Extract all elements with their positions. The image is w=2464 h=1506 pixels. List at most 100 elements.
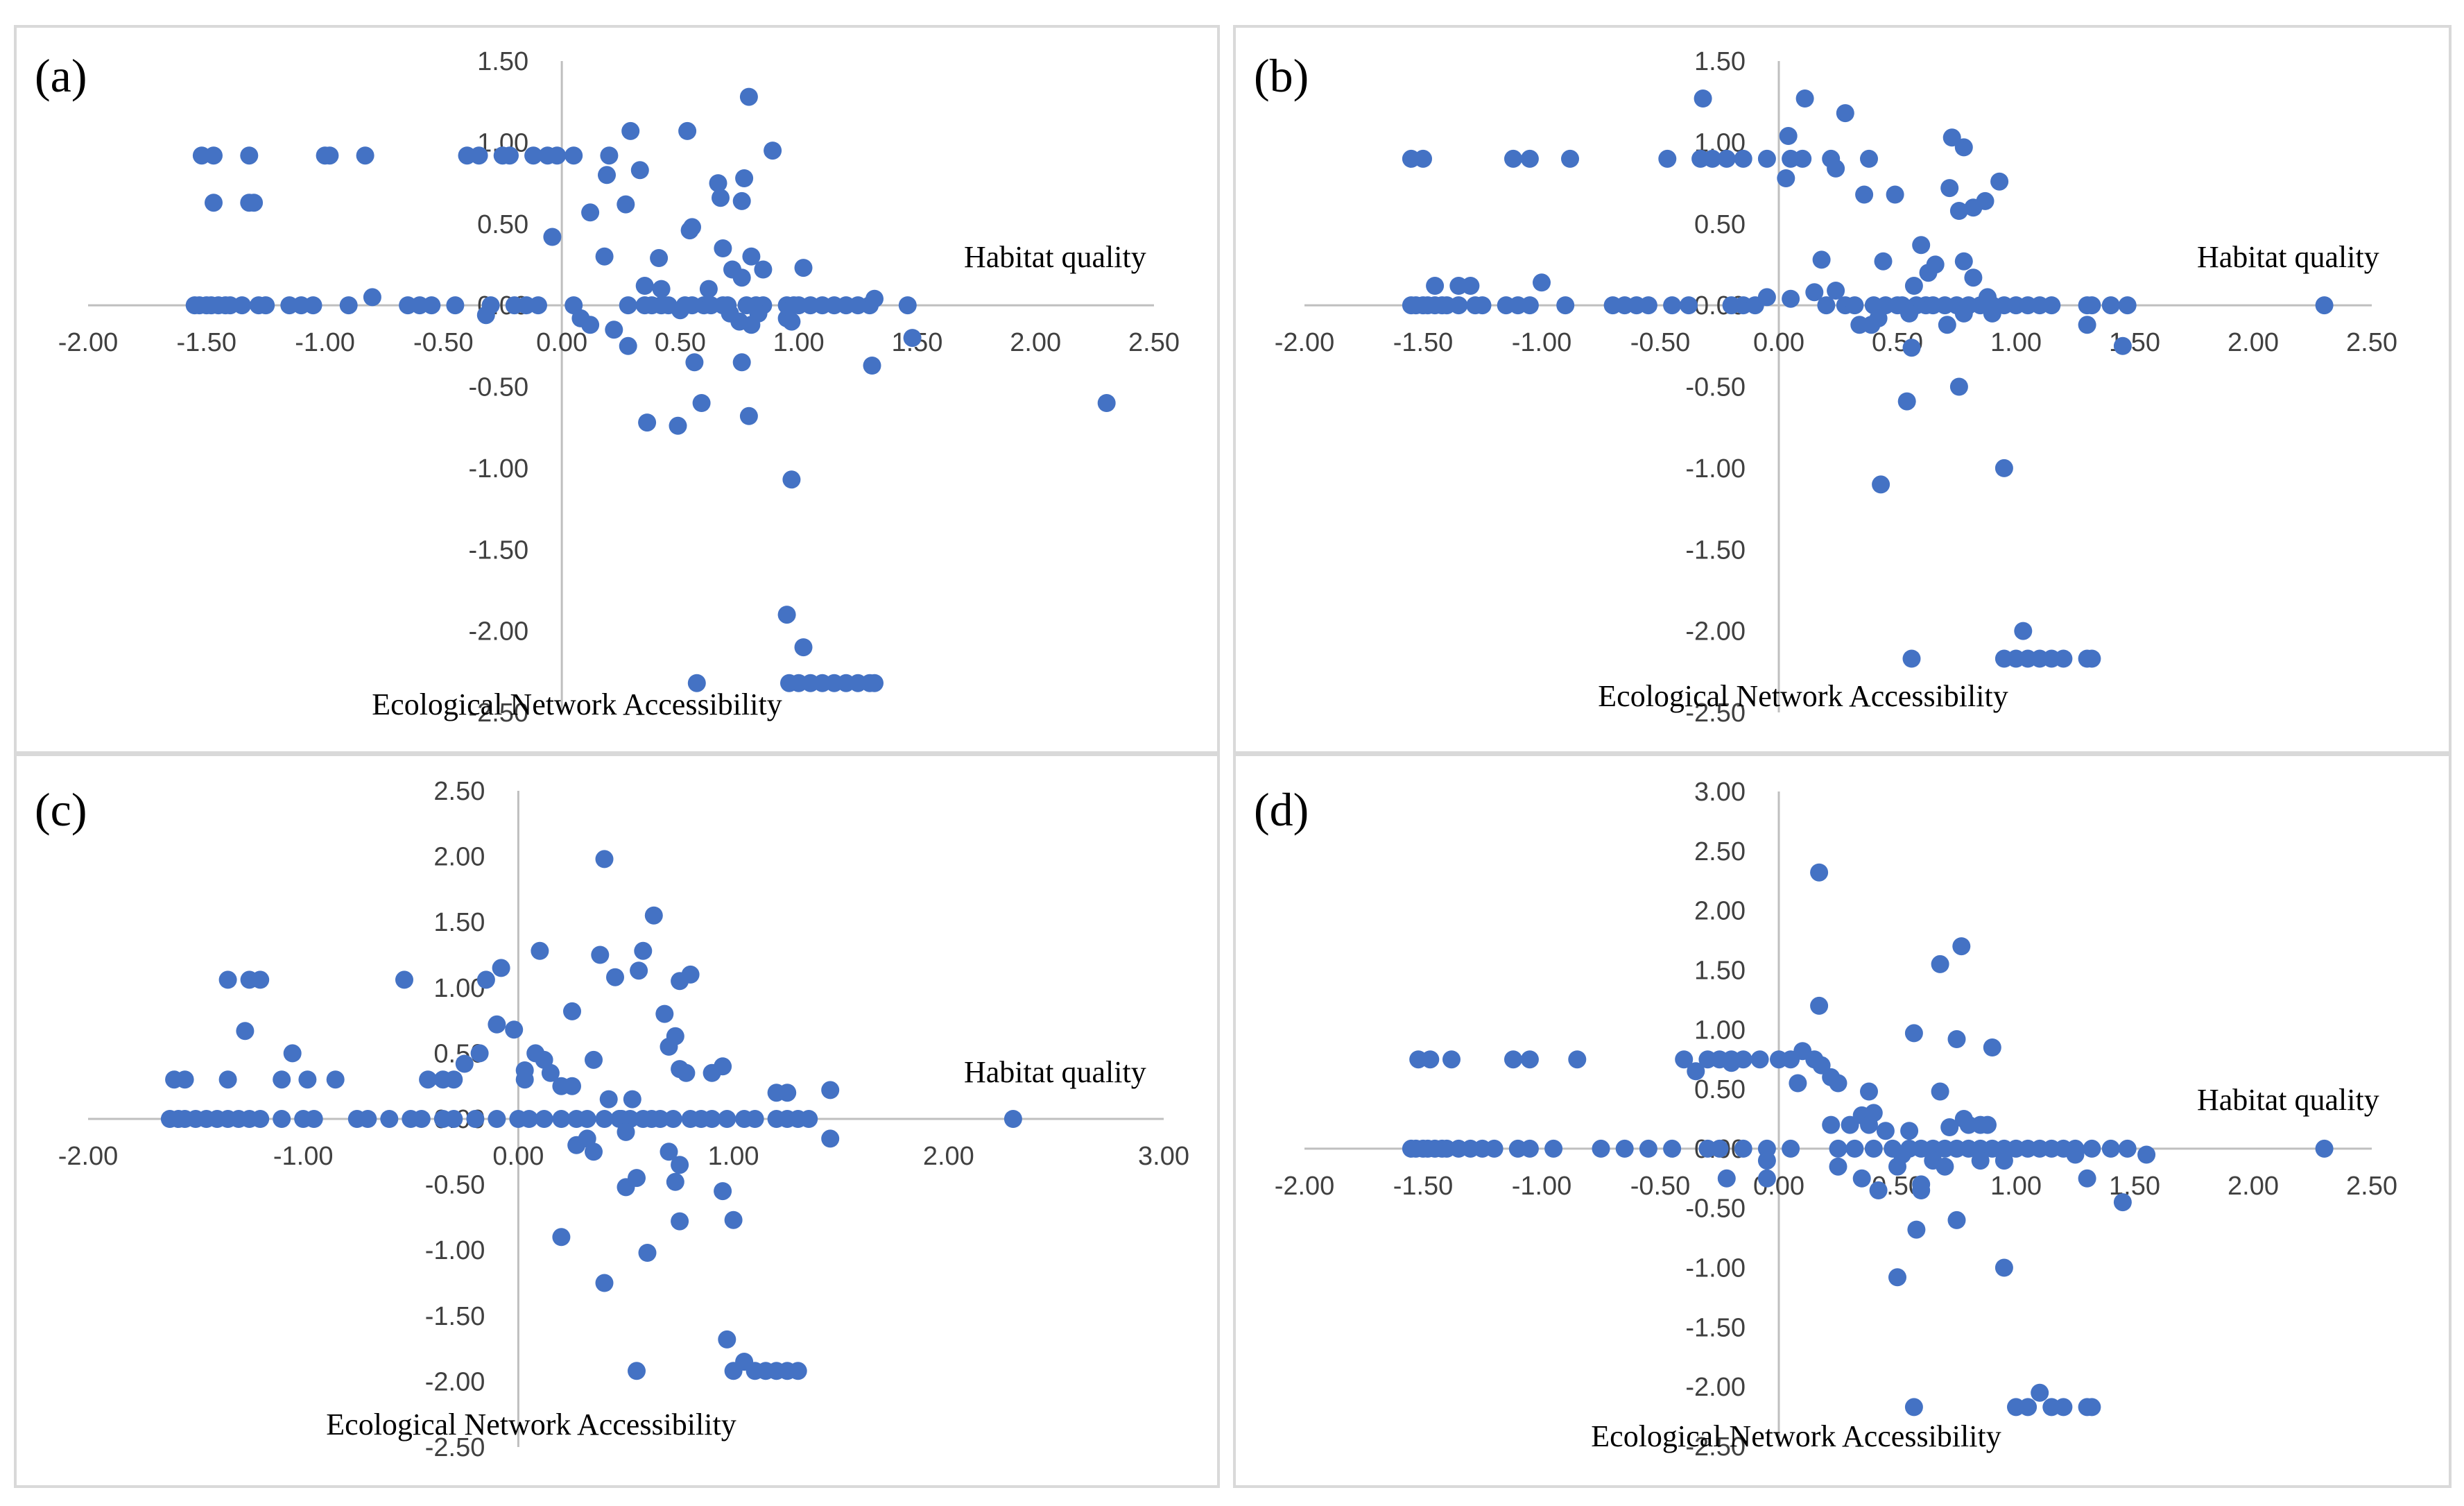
data-point — [552, 1110, 571, 1128]
data-point — [1810, 863, 1829, 882]
data-point — [1983, 1038, 2001, 1056]
data-point — [714, 1057, 732, 1076]
x-tick-label: -1.50 — [1393, 328, 1454, 357]
data-point — [1954, 304, 1973, 323]
data-point — [535, 1110, 553, 1128]
y-axis-title: Ecological Network Accessibility — [326, 1407, 736, 1441]
y-tick-label: -1.00 — [468, 454, 528, 484]
data-point — [1902, 339, 1921, 357]
y-tick-label: -2.00 — [468, 617, 528, 647]
data-point — [692, 394, 711, 412]
chart-panel-4: -2.00 -1.50 -1.00 -0.50 0.00 0.50 1.00 1.50 2.00… — [1233, 753, 2452, 1488]
data-point — [470, 1044, 489, 1063]
x-tick-label: 2.00 — [2228, 328, 2279, 357]
data-point — [524, 146, 543, 165]
data-point — [581, 316, 600, 334]
data-point — [1904, 1398, 1923, 1417]
data-point — [356, 146, 374, 165]
data-point — [595, 1274, 614, 1292]
data-point — [678, 121, 697, 140]
data-point — [1717, 149, 1736, 168]
data-point — [1904, 1024, 1923, 1043]
data-point — [1750, 1050, 1769, 1069]
data-point — [714, 239, 732, 257]
data-point — [515, 1070, 534, 1089]
data-point — [488, 1110, 506, 1128]
y-axis-title: Ecological Network Accessibility — [1591, 1419, 2001, 1453]
data-point — [794, 259, 813, 277]
data-point — [581, 203, 600, 222]
data-point — [466, 1110, 485, 1128]
data-point — [1757, 1152, 1776, 1170]
data-point — [898, 296, 917, 315]
y-tick-label: -1.00 — [1685, 454, 1746, 484]
x-tick-label: 0.00 — [1753, 328, 1804, 357]
y-tick-label: 2.50 — [1694, 837, 1746, 866]
data-point — [1504, 1050, 1522, 1069]
y-tick-label: -0.50 — [425, 1171, 485, 1200]
data-point — [617, 195, 635, 214]
x-tick-label: -2.00 — [58, 1142, 119, 1171]
data-point — [205, 146, 223, 165]
data-point — [1954, 138, 1973, 157]
data-point — [1777, 169, 1795, 187]
data-point — [395, 970, 413, 989]
data-points — [1402, 89, 2334, 668]
data-point — [1421, 1050, 1440, 1069]
data-point — [2054, 1398, 2073, 1417]
y-tick-label: 2.50 — [433, 777, 485, 806]
data-point — [680, 221, 699, 240]
data-point — [1722, 1054, 1741, 1072]
data-point — [1855, 185, 1874, 204]
data-point — [1979, 1115, 1997, 1134]
y-tick-label: -2.50 — [425, 1433, 485, 1462]
data-point — [1805, 283, 1824, 302]
data-point — [567, 1136, 586, 1154]
data-point — [476, 970, 495, 989]
data-point — [1954, 252, 1973, 271]
data-point — [1893, 1145, 1911, 1164]
data-point — [339, 296, 358, 315]
x-tick-label: -1.00 — [1512, 1172, 1572, 1201]
data-point — [628, 1362, 646, 1380]
data-point — [619, 296, 637, 315]
x-tick-label: 0.00 — [492, 1142, 544, 1171]
y-tick-label: 1.50 — [477, 47, 528, 76]
data-point — [273, 1110, 291, 1128]
data-point — [739, 87, 758, 106]
x-tick-label: 1.00 — [708, 1142, 759, 1171]
data-point — [1485, 1139, 1504, 1158]
data-point — [677, 1063, 696, 1082]
data-point — [1812, 250, 1831, 269]
data-point — [1874, 252, 1893, 271]
data-point — [754, 260, 773, 279]
data-point — [565, 146, 583, 165]
data-point — [2078, 316, 2096, 334]
data-point — [1717, 1169, 1736, 1188]
data-point — [595, 850, 614, 868]
x-tick-label: -0.50 — [1630, 328, 1691, 357]
data-point — [821, 1081, 840, 1099]
x-tick-label: -1.50 — [1393, 1172, 1454, 1201]
data-point — [749, 304, 768, 323]
data-point — [1912, 1175, 1931, 1194]
panel-label: (a) — [35, 49, 87, 102]
data-point — [2066, 1145, 2085, 1164]
data-point — [709, 174, 727, 193]
chart-panel-2: -2.00 -1.50 -1.00 -0.50 0.00 0.50 1.00 1.50 2.00… — [1233, 25, 2452, 754]
data-points — [1402, 863, 2334, 1417]
data-point — [218, 1070, 237, 1089]
y-tick-label: -0.50 — [1685, 373, 1746, 402]
x-tick-label: 2.00 — [923, 1142, 974, 1171]
data-point — [1779, 127, 1798, 145]
data-point — [1964, 268, 1983, 287]
data-point — [251, 1110, 270, 1128]
data-point — [699, 280, 718, 298]
data-point — [1687, 1062, 1705, 1081]
x-axis-title: Habitat quality — [2197, 1083, 2379, 1117]
data-point — [1940, 179, 1959, 198]
data-point — [1003, 1110, 1022, 1128]
data-point — [543, 228, 562, 246]
x-tick-label: -2.00 — [58, 328, 119, 357]
data-point — [2137, 1145, 2156, 1164]
